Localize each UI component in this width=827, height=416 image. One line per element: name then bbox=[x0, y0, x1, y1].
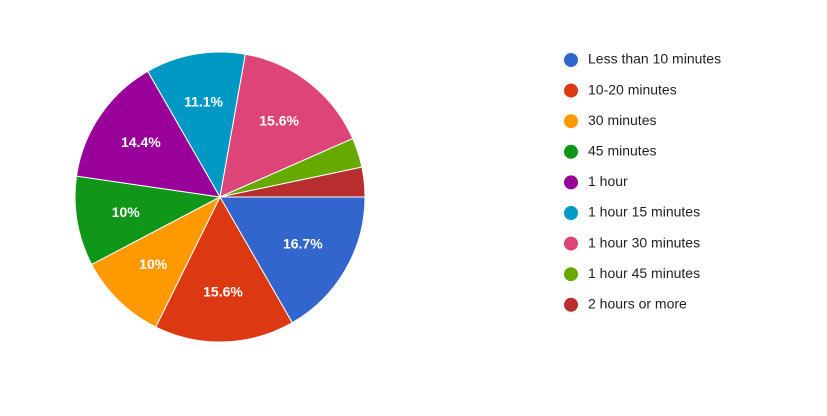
slice-label: 15.6% bbox=[203, 283, 243, 299]
legend-label: 2 hours or more bbox=[588, 296, 687, 312]
pie-slice bbox=[74, 175, 222, 266]
legend-swatch bbox=[564, 236, 578, 251]
legend-label: 10-20 minutes bbox=[588, 81, 677, 97]
legend-swatch bbox=[564, 206, 578, 220]
legend-label: 1 hour 45 minutes bbox=[588, 265, 700, 281]
slice-label: 10% bbox=[139, 256, 168, 272]
pie-slice bbox=[147, 51, 246, 199]
slice-label: 10% bbox=[112, 204, 141, 220]
legend-label: 1 hour 30 minutes bbox=[588, 234, 700, 250]
legend-swatch bbox=[564, 114, 578, 129]
legend-swatch bbox=[564, 297, 578, 312]
legend-label: 45 minutes bbox=[588, 143, 656, 159]
pie-slice bbox=[155, 195, 293, 343]
legend-label: 30 minutes bbox=[588, 112, 656, 128]
slice-label: 16.7% bbox=[283, 236, 323, 252]
slice-label: 14.4% bbox=[121, 134, 161, 150]
legend-label: 1 hour 15 minutes bbox=[588, 204, 700, 220]
legend-label: Less than 10 minutes bbox=[588, 51, 721, 67]
legend-swatch bbox=[564, 83, 578, 98]
legend-label: 1 hour bbox=[588, 173, 628, 189]
slice-label: 15.6% bbox=[259, 112, 299, 128]
legend-swatch bbox=[564, 53, 578, 67]
pie-slice bbox=[90, 195, 222, 328]
pie-slice bbox=[219, 53, 354, 198]
pie-slice bbox=[75, 70, 221, 198]
pie-slice bbox=[219, 166, 366, 198]
pie-slice bbox=[219, 196, 366, 324]
slice-label: 11.1% bbox=[184, 93, 223, 109]
legend-swatch bbox=[564, 144, 578, 159]
legend-swatch bbox=[564, 267, 578, 282]
legend-swatch bbox=[564, 175, 578, 190]
